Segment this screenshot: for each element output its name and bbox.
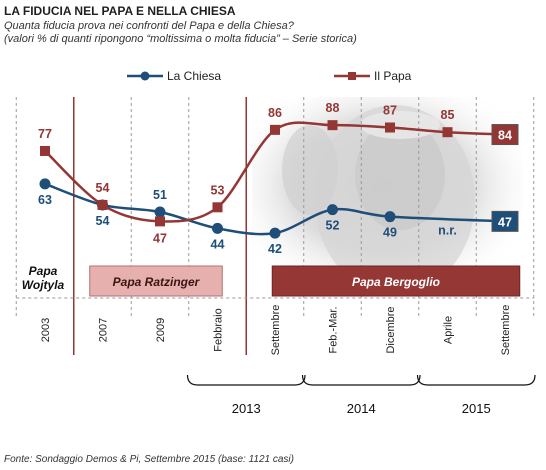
value-label-chiesa: n.r. xyxy=(438,224,457,238)
value-label-chiesa: 63 xyxy=(38,193,52,207)
value-label-chiesa: 44 xyxy=(211,237,225,251)
value-label-papa: 86 xyxy=(268,106,282,120)
point-papa xyxy=(385,122,395,133)
value-label-papa: 54 xyxy=(96,181,110,195)
value-label-chiesa: 51 xyxy=(153,188,167,202)
source-note: Fonte: Sondaggio Demos & Pi, Settembre 2… xyxy=(4,454,294,465)
end-box-chiesa xyxy=(491,210,519,232)
tick-label: Settembre xyxy=(500,305,512,356)
point-papa xyxy=(442,127,453,138)
value-label-chiesa: 49 xyxy=(383,226,397,240)
point-chiesa xyxy=(212,222,223,234)
point-papa xyxy=(155,216,165,227)
legend-item-papa: Il Papa xyxy=(334,69,412,83)
value-label-papa: 88 xyxy=(326,101,340,115)
point-papa xyxy=(327,120,338,131)
chart-subtitle-values: (valori % di quanti ripongono “moltissim… xyxy=(4,33,357,45)
legend-label-chiesa: La Chiesa xyxy=(167,69,221,83)
value-label-papa: 77 xyxy=(38,127,52,141)
era-band-bergoglio xyxy=(271,265,521,297)
era-label-bergoglio: Papa Bergoglio xyxy=(352,275,440,289)
point-chiesa xyxy=(269,227,281,239)
point-papa xyxy=(40,145,50,156)
tick-label: Dicembre xyxy=(385,306,397,353)
tick-label: Feb.-Mar. xyxy=(328,306,340,353)
value-label-papa: 84 xyxy=(498,129,512,143)
x-axis: 2003 2007 2009 Febbraio Settembre Feb.-Mar. Di… xyxy=(16,297,536,416)
point-chiesa xyxy=(39,178,51,190)
point-chiesa xyxy=(327,204,338,216)
point-chiesa xyxy=(154,206,166,218)
year-label: 2014 xyxy=(347,401,376,416)
tick-label: Aprile xyxy=(443,316,455,344)
chart-subtitle: Quanta fiducia prova nei confronti del P… xyxy=(4,20,295,32)
era-dividers xyxy=(73,97,247,355)
tick-label: Settembre xyxy=(270,305,282,356)
value-label-chiesa: 54 xyxy=(96,214,110,228)
year-bracket xyxy=(301,374,421,386)
legend-label-papa: Il Papa xyxy=(374,69,412,83)
era-label-wojtyla: Papa xyxy=(29,264,58,278)
value-label-papa: 53 xyxy=(211,183,225,197)
era-label-wojtyla: Wojtyla xyxy=(22,278,65,292)
point-papa xyxy=(270,124,280,135)
value-label-chiesa: 47 xyxy=(498,215,512,229)
point-papa xyxy=(212,202,223,213)
era-band-ratzinger xyxy=(89,265,223,297)
era-label-ratzinger: Papa Ratzinger xyxy=(113,275,201,289)
year-bracket xyxy=(186,374,306,386)
year-label: 2013 xyxy=(232,401,261,416)
point-chiesa xyxy=(384,211,396,223)
tick-label: 2003 xyxy=(40,318,52,342)
value-label-chiesa: 42 xyxy=(268,242,282,256)
value-label-papa: 47 xyxy=(153,231,167,245)
value-label-chiesa: 52 xyxy=(326,219,340,233)
tick-label: Febbraio xyxy=(213,308,225,351)
value-label-papa: 85 xyxy=(441,108,455,122)
tick-label: 2007 xyxy=(98,318,110,342)
legend: La Chiesa Il Papa xyxy=(127,69,412,83)
year-label: 2015 xyxy=(462,401,491,416)
legend-item-chiesa: La Chiesa xyxy=(127,69,221,83)
end-box-papa xyxy=(491,124,519,146)
point-papa xyxy=(97,199,108,210)
value-label-papa: 87 xyxy=(383,104,397,118)
year-bracket xyxy=(416,374,536,386)
chart-title: LA FIDUCIA NEL PAPA E NELLA CHIESA xyxy=(4,4,236,18)
tick-label: 2009 xyxy=(155,318,167,342)
series-il-papa: 77 54 47 53 86 88 87 85 84 xyxy=(38,101,519,245)
